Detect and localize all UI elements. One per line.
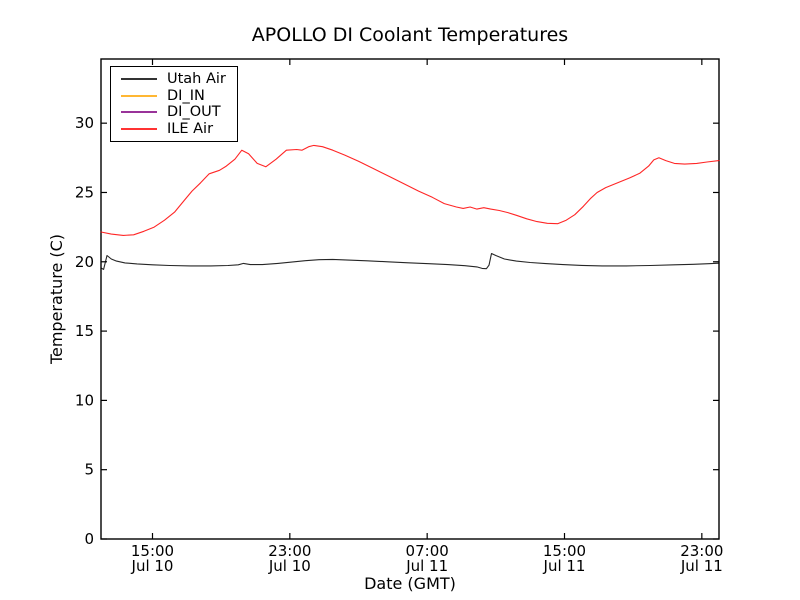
legend-label: Utah Air: [167, 71, 226, 88]
series-layer: [100, 144, 720, 270]
y-tick-label: 0: [84, 530, 94, 548]
legend-line-sample-di-out: [121, 111, 157, 114]
legend-row: ILE Air: [121, 121, 231, 138]
y-tick-label: 20: [75, 253, 94, 271]
legend-label: DI_IN: [167, 87, 205, 104]
x-tick-label-time: 23:00: [268, 542, 311, 560]
y-tick-label: 15: [75, 322, 94, 340]
y-tick-label: 10: [75, 391, 94, 409]
x-tick-label-date: Jul 11: [680, 557, 723, 575]
legend-label: DI_OUT: [167, 104, 221, 121]
legend-line-sample-di-in: [121, 94, 157, 97]
chart-title: APOLLO DI Coolant Temperatures: [252, 24, 568, 46]
legend-line-sample-utah-air: [121, 78, 157, 81]
x-axis-label: Date (GMT): [364, 574, 456, 593]
series-line-ile-air: [100, 144, 720, 236]
x-tick-label-time: 23:00: [680, 542, 723, 560]
legend-line-sample-ile-air: [121, 127, 157, 130]
x-tick-label-date: Jul 11: [405, 557, 448, 575]
legend-row: DI_IN: [121, 88, 231, 105]
y-tick-label: 5: [84, 461, 94, 479]
y-tick-label: 30: [75, 114, 94, 132]
legend: Utah Air DI_IN DI_OUT ILE Air: [110, 66, 238, 142]
x-tick-label-date: Jul 10: [268, 557, 311, 575]
x-tick-label-time: 15:00: [543, 542, 586, 560]
x-tick-label-time: 15:00: [131, 542, 174, 560]
legend-row: DI_OUT: [121, 104, 231, 121]
plot-box: [100, 58, 720, 540]
legend-row: Utah Air: [121, 71, 231, 88]
x-tick-label-date: Jul 10: [131, 557, 174, 575]
x-tick-label-time: 07:00: [406, 542, 449, 560]
series-line-utah-air: [100, 252, 720, 270]
y-tick-label: 25: [75, 183, 94, 201]
legend-label: ILE Air: [167, 120, 214, 137]
x-tick-label-date: Jul 11: [543, 557, 586, 575]
y-axis-label: Temperature (C): [47, 234, 66, 365]
axes-layer: [100, 58, 720, 540]
